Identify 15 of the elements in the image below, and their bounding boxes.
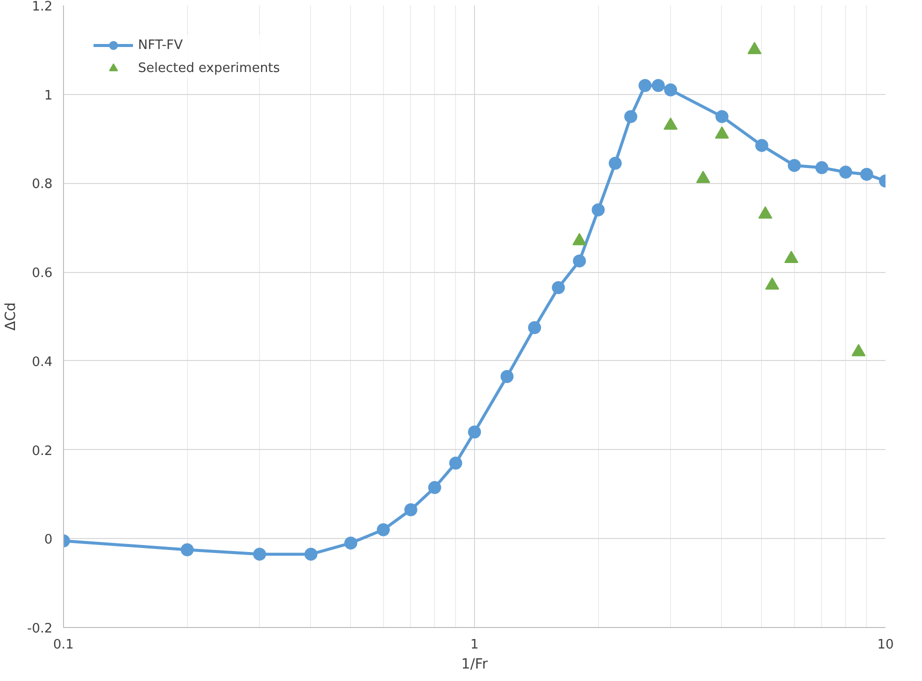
- y-tick-label: 0.8: [32, 177, 53, 192]
- y-tick-label: 0.2: [32, 444, 53, 459]
- legend-label: NFT-FV: [138, 38, 183, 52]
- y-axis-title: ΔCd: [3, 302, 20, 331]
- y-tick-label: 1: [44, 88, 53, 104]
- x-tick-label: 1: [470, 638, 479, 652]
- y-tick-label: 0.6: [32, 266, 53, 282]
- x-axis-title: 1/Fr: [461, 656, 488, 672]
- y-tick-label: 1.2: [32, 0, 53, 14]
- legend-label: Selected experiments: [138, 60, 280, 76]
- x-tick-label: 10: [877, 638, 894, 652]
- x-tick-label: 0.1: [53, 638, 74, 652]
- y-tick-label: 0.4: [32, 354, 53, 370]
- y-tick-label: -0.2: [27, 622, 53, 636]
- y-tick-label: 0: [44, 532, 53, 548]
